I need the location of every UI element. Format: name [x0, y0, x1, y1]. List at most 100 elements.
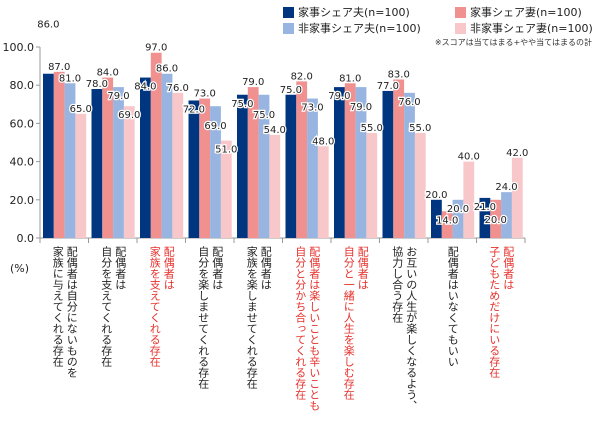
- data-label: 78.0: [86, 79, 108, 90]
- data-label: 21.0: [474, 202, 496, 213]
- data-label: 20.0: [425, 190, 447, 201]
- x-tick-label-line: 配偶者は: [210, 246, 224, 290]
- x-tick-label: 配偶者は 家族を楽しませてくれる存在: [244, 246, 272, 426]
- legend-swatch: [455, 6, 466, 18]
- data-label: 97.0: [145, 43, 167, 54]
- x-tick-label: 配偶者は 家族を支えてくれる存在: [147, 246, 175, 426]
- data-label: 79.0: [242, 77, 264, 88]
- x-tick-label-line: 配偶者はいなくてもいい: [446, 246, 460, 367]
- bar: [199, 98, 211, 238]
- y-tick-label: 40.0: [10, 156, 35, 169]
- bar: [269, 134, 281, 238]
- bar: [511, 157, 523, 238]
- x-tick-label-line: 自分を支えてくれる存在: [99, 246, 113, 367]
- data-label: 79.0: [328, 91, 350, 102]
- bar: [43, 73, 54, 239]
- bar: [344, 83, 356, 238]
- data-label: 82.0: [291, 71, 313, 82]
- bar: [296, 81, 308, 238]
- bar: [334, 87, 345, 238]
- bar: [161, 73, 173, 239]
- x-tick-label-line: 家族を支えてくれる存在: [148, 246, 162, 367]
- data-label: 73.0: [301, 103, 323, 114]
- legend-item: 家事シェア夫(n=100): [283, 4, 410, 20]
- data-label: 69.0: [204, 121, 226, 132]
- x-tick-label-line: 配偶者は: [501, 246, 515, 290]
- x-tick-label: 配偶者は楽しいことも辛いことも 自分と分かち合ってくれる存在: [293, 246, 321, 426]
- bar: [463, 161, 475, 238]
- legend-label: 家事シェア妻(n=100): [470, 6, 582, 19]
- bar: [102, 77, 114, 238]
- x-tick-label-line: 子どもためだけにいる存在: [487, 246, 501, 378]
- legend-label: 家事シェア夫(n=100): [298, 6, 410, 19]
- data-label: 40.0: [458, 152, 480, 163]
- x-tick-label: 配偶者は自分にないものを 家族に与えてくれる存在: [50, 246, 78, 426]
- bar: [188, 100, 200, 238]
- x-tick-label: 配偶者は 自分を支えてくれる存在: [99, 246, 127, 426]
- data-label: 76.0: [398, 97, 420, 108]
- data-label: 87.0: [48, 62, 70, 73]
- bar: [479, 197, 491, 238]
- data-label: 75.0: [231, 99, 253, 110]
- y-axis-unit: (%): [10, 262, 30, 275]
- x-tick-label-line: 配偶者は自分にないものを: [65, 246, 79, 378]
- data-label: 77.0: [377, 81, 399, 92]
- y-tick-label: 20.0: [10, 194, 35, 207]
- legend-swatch: [283, 22, 294, 34]
- data-label: 20.0: [485, 215, 507, 226]
- x-tick-label-line: 配偶者は: [259, 246, 273, 290]
- bar: [258, 94, 270, 238]
- y-tick-label: 0.0: [17, 232, 35, 245]
- legend-label: 非家事シェア妻(n=100): [470, 22, 593, 35]
- data-label: 81.0: [339, 73, 361, 84]
- bar: [490, 199, 502, 238]
- data-label: 84.0: [134, 82, 156, 93]
- x-tick-label-line: 配偶者は: [162, 246, 176, 290]
- x-tick-label-line: 配偶者は楽しいことも辛いことも: [307, 246, 321, 411]
- x-tick-label: 配偶者はいなくてもいい: [445, 246, 459, 426]
- bar: [501, 192, 512, 238]
- bar: [113, 87, 124, 238]
- bar: [247, 87, 259, 238]
- legend-item: 非家事シェア妻(n=100): [455, 20, 593, 36]
- y-tick-label: 80.0: [10, 79, 35, 92]
- data-label: 73.0: [194, 89, 216, 100]
- footnote: ※スコアは当てはまる+やや当てはまるの計: [434, 38, 592, 47]
- bar: [123, 106, 135, 239]
- data-label: 79.0: [350, 102, 372, 113]
- data-label: 69.0: [118, 110, 140, 121]
- x-tick-label-line: 配偶者は: [113, 246, 127, 290]
- x-tick-label: 配偶者は 子どもためだけにいる存在: [487, 246, 515, 426]
- legend-swatch: [283, 6, 294, 18]
- bar: [393, 79, 405, 238]
- legend-item: 非家事シェア夫(n=100): [283, 20, 421, 36]
- bar: [404, 92, 415, 238]
- data-label: 42.0: [506, 148, 528, 159]
- bar: [414, 132, 426, 238]
- bar: [64, 83, 76, 238]
- bar: [172, 92, 184, 238]
- bar: [91, 89, 103, 239]
- data-label: 55.0: [409, 123, 431, 134]
- x-tick-label-line: 家族に与えてくれる存在: [51, 246, 65, 367]
- data-label: 75.0: [253, 110, 275, 121]
- data-label: 48.0: [312, 136, 334, 147]
- y-tick-label: 100.0: [3, 41, 35, 54]
- data-label: 76.0: [167, 83, 189, 94]
- data-label: 75.0: [280, 85, 302, 96]
- data-label: 20.0: [447, 204, 469, 215]
- bar: [237, 94, 248, 238]
- bar: [140, 77, 151, 238]
- bar: [366, 132, 378, 238]
- data-label: 24.0: [495, 182, 517, 193]
- bar: [53, 71, 65, 238]
- bar: [210, 106, 221, 239]
- bar: [441, 211, 453, 238]
- bar: [452, 199, 464, 238]
- x-tick-label-line: お互いの人生が楽しくなるよう、: [404, 246, 418, 411]
- bar: [431, 199, 442, 238]
- legend-swatch: [455, 22, 466, 34]
- x-tick-label-line: 家族を楽しませてくれる存在: [245, 246, 259, 389]
- data-label: 86.0: [37, 20, 59, 31]
